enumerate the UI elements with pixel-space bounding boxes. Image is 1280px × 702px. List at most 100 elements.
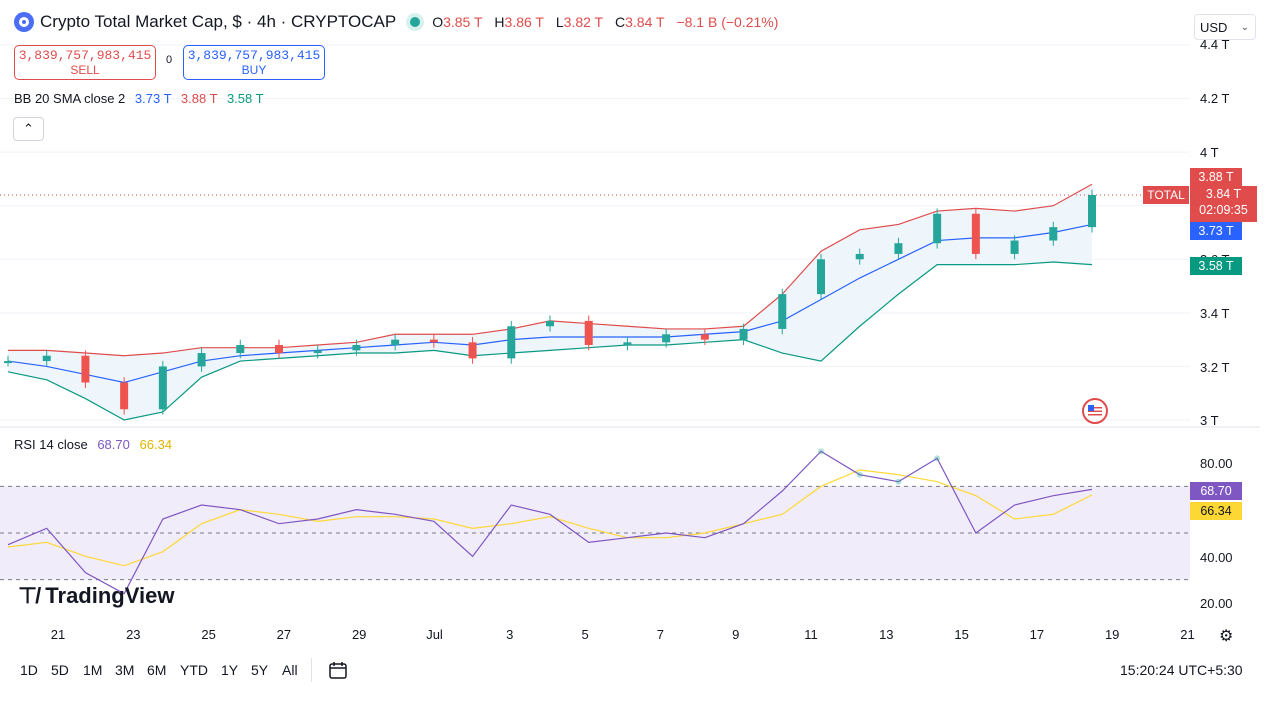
candle-body bbox=[313, 350, 322, 354]
x-axis-label: Jul bbox=[426, 627, 443, 642]
timeframe-button[interactable]: YTD bbox=[180, 662, 208, 678]
candle-body bbox=[1049, 227, 1058, 241]
bb-lower-value: 3.58 T bbox=[226, 91, 264, 106]
last-price-tag: 3.84 T 02:09:35 bbox=[1190, 186, 1257, 222]
candle-body bbox=[855, 253, 864, 260]
tradingview-mark-icon: ⊤/ bbox=[18, 583, 41, 608]
spread-value: 0 bbox=[166, 54, 173, 66]
x-axis-label: 3 bbox=[506, 627, 514, 642]
symbol-price-label: TOTAL bbox=[1143, 186, 1189, 204]
ohlc-high-key: H bbox=[494, 14, 505, 30]
rsi-legend[interactable]: RSI 14 close 68.70 66.34 bbox=[14, 437, 172, 452]
currency-value: USD bbox=[1200, 20, 1228, 35]
buy-price: 3,839,757,983,415 bbox=[187, 48, 321, 63]
rsi-tag: 68.70 bbox=[1190, 482, 1242, 500]
timeframe-button[interactable]: 5D bbox=[51, 662, 69, 678]
candle-body bbox=[933, 213, 942, 244]
buy-button[interactable]: 3,839,757,983,415 BUY bbox=[183, 45, 325, 80]
x-axis-label: 5 bbox=[581, 627, 589, 642]
chevron-down-icon: ⌄ bbox=[1240, 22, 1249, 33]
timeframe-button[interactable]: 3M bbox=[115, 662, 135, 678]
gear-icon[interactable]: ⚙ bbox=[1219, 628, 1234, 645]
timeframe-button[interactable]: 5Y bbox=[251, 662, 269, 678]
candle-body bbox=[507, 326, 516, 359]
candle-body bbox=[817, 259, 825, 295]
bb-upper-tag: 3.88 T bbox=[1190, 168, 1242, 186]
rsi-ma-value: 66.34 bbox=[139, 437, 173, 452]
candle-body bbox=[739, 328, 748, 340]
ohlc-high: 3.86 T bbox=[504, 14, 544, 30]
candle-body bbox=[429, 339, 438, 343]
ohlc-close-key: C bbox=[614, 14, 626, 30]
economic-event-flag-icon[interactable] bbox=[1082, 398, 1108, 424]
timeframe-button[interactable]: 6M bbox=[147, 662, 167, 678]
price-tick: 3.4 T bbox=[1200, 306, 1230, 321]
sell-label: SELL bbox=[70, 63, 100, 77]
candle-body bbox=[158, 366, 167, 410]
x-axis-label: 21 bbox=[1180, 627, 1195, 642]
currency-select[interactable]: USD ⌄ bbox=[1194, 14, 1256, 40]
brand-name: TradingView bbox=[45, 583, 175, 608]
x-axis-label: 7 bbox=[656, 627, 665, 642]
price-tick: 4 T bbox=[1200, 145, 1219, 160]
ohlc-values: O3.85 T H3.86 T L3.82 T C3.84 T −8.1 B (… bbox=[432, 14, 786, 30]
price-tick: 3.2 T bbox=[1200, 360, 1230, 375]
x-axis-label: 13 bbox=[879, 627, 894, 642]
timeframe-button[interactable]: 1D bbox=[20, 662, 38, 678]
candle-body bbox=[468, 342, 477, 359]
candle-body bbox=[584, 320, 593, 345]
x-axis-label: 19 bbox=[1104, 627, 1120, 642]
candle-body bbox=[4, 361, 12, 364]
bb-lower-tag: 3.58 T bbox=[1190, 257, 1242, 275]
rsi-overbought-marker bbox=[934, 455, 941, 462]
market-status-icon bbox=[410, 17, 421, 27]
bb-band-fill bbox=[8, 184, 1092, 420]
x-axis-label: 25 bbox=[201, 627, 216, 642]
price-tick: 4.4 T bbox=[1200, 37, 1230, 52]
bb-legend[interactable]: BB 20 SMA close 2 3.73 T 3.88 T 3.58 T bbox=[14, 91, 264, 106]
x-axis-label: 11 bbox=[804, 627, 818, 642]
x-axis-label: 29 bbox=[351, 627, 367, 642]
x-axis-label: 27 bbox=[276, 627, 292, 642]
candle-body bbox=[275, 345, 283, 354]
candle-body bbox=[1010, 240, 1019, 254]
candle-body bbox=[700, 334, 709, 340]
rsi-ma-line bbox=[7, 469, 1093, 567]
bb-lower-line bbox=[7, 261, 1093, 421]
collapse-legend-button[interactable]: ⌃ bbox=[13, 117, 44, 141]
timeframe-button[interactable]: All bbox=[282, 662, 298, 678]
ohlc-close: 3.84 T bbox=[625, 14, 665, 30]
bb-legend-label: BB 20 SMA close 2 bbox=[14, 91, 126, 106]
candle-body bbox=[197, 353, 206, 367]
timeframe-button[interactable]: 1Y bbox=[221, 662, 239, 678]
x-axis-label: 21 bbox=[50, 627, 66, 642]
candle-body bbox=[778, 294, 787, 329]
tradingview-logo[interactable]: ⊤/ TradingView bbox=[18, 583, 174, 609]
last-price: 3.84 T bbox=[1205, 187, 1242, 201]
rsi-line bbox=[7, 450, 1093, 595]
calendar-icon[interactable] bbox=[328, 660, 348, 680]
symbol-title[interactable]: Crypto Total Market Cap, $ · 4h · CRYPTO… bbox=[40, 12, 397, 31]
rsi-value: 68.70 bbox=[97, 437, 130, 452]
candle-body bbox=[81, 355, 90, 383]
rsi-overbought-marker bbox=[856, 471, 863, 478]
bb-basis-value: 3.73 T bbox=[134, 91, 172, 106]
chevron-up-icon: ⌃ bbox=[23, 121, 34, 136]
candle-body bbox=[1088, 195, 1096, 228]
ohlc-low: 3.82 T bbox=[563, 14, 604, 30]
x-axis-label: 23 bbox=[126, 627, 141, 642]
clock-display[interactable]: 15:20:24 UTC+5:30 bbox=[1120, 662, 1243, 678]
x-axis-label: 17 bbox=[1029, 627, 1045, 642]
candle-body bbox=[662, 334, 671, 343]
bb-basis-line bbox=[7, 223, 1093, 384]
x-axis-label: 9 bbox=[732, 627, 740, 642]
bar-countdown: 02:09:35 bbox=[1199, 203, 1248, 217]
buy-label: BUY bbox=[241, 63, 267, 77]
toolbar-divider bbox=[311, 658, 312, 682]
candle-body bbox=[546, 320, 554, 327]
sell-button[interactable]: 3,839,757,983,415 SELL bbox=[14, 45, 156, 80]
price-tick: 4.2 T bbox=[1200, 91, 1230, 106]
candle-body bbox=[623, 342, 632, 345]
timeframe-button[interactable]: 1M bbox=[83, 662, 103, 678]
